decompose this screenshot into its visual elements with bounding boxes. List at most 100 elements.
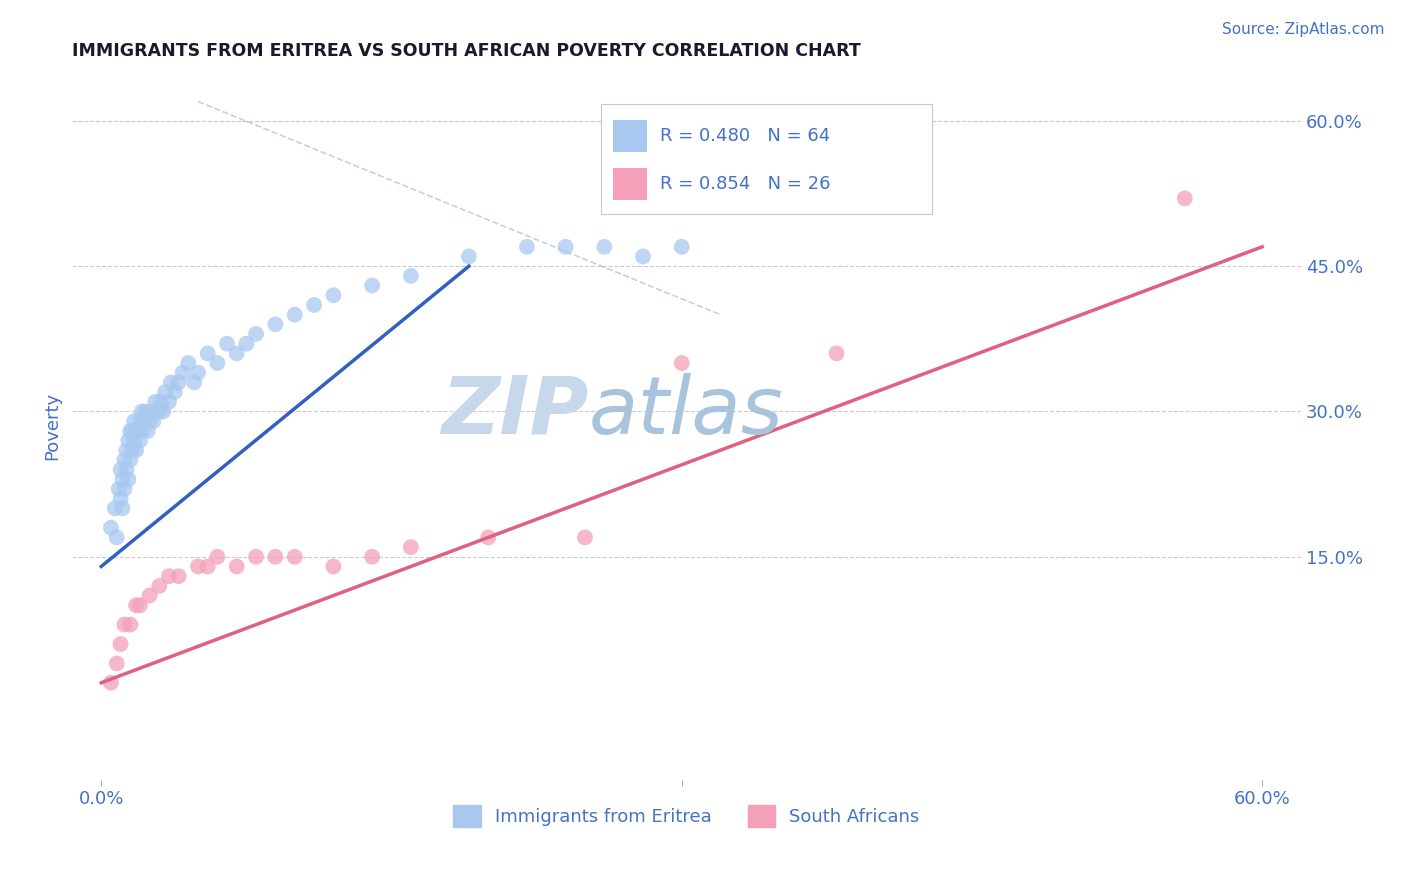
- Point: [150, 394, 173, 409]
- Point: [477, 530, 499, 544]
- Point: [111, 501, 134, 516]
- Point: [142, 414, 165, 428]
- Point: [117, 434, 139, 448]
- Point: [825, 346, 848, 360]
- Point: [225, 346, 247, 360]
- Point: [110, 491, 132, 506]
- Point: [125, 599, 148, 613]
- Point: [100, 675, 122, 690]
- Point: [235, 336, 257, 351]
- Point: [183, 376, 205, 390]
- Point: [245, 326, 267, 341]
- Point: [111, 472, 134, 486]
- Point: [160, 376, 183, 390]
- Point: [399, 268, 422, 283]
- Point: [177, 356, 200, 370]
- Point: [264, 318, 287, 332]
- Point: [120, 453, 142, 467]
- Point: [554, 240, 576, 254]
- Point: [131, 424, 153, 438]
- Text: R = 0.854   N = 26: R = 0.854 N = 26: [659, 175, 830, 194]
- Text: IMMIGRANTS FROM ERITREA VS SOUTH AFRICAN POVERTY CORRELATION CHART: IMMIGRANTS FROM ERITREA VS SOUTH AFRICAN…: [72, 42, 860, 60]
- Point: [105, 657, 128, 671]
- Point: [127, 424, 149, 438]
- Point: [100, 521, 122, 535]
- Point: [121, 424, 143, 438]
- Point: [110, 462, 132, 476]
- Point: [120, 617, 142, 632]
- Point: [284, 549, 307, 564]
- Text: ZIP: ZIP: [441, 373, 588, 450]
- Point: [399, 540, 422, 554]
- Point: [516, 240, 538, 254]
- Point: [148, 404, 170, 418]
- Point: [138, 414, 160, 428]
- Point: [148, 579, 170, 593]
- Point: [187, 366, 209, 380]
- Point: [157, 569, 180, 583]
- Point: [129, 434, 152, 448]
- Point: [215, 336, 238, 351]
- Point: [145, 394, 167, 409]
- Point: [207, 356, 229, 370]
- Point: [120, 424, 142, 438]
- Point: [264, 549, 287, 564]
- Point: [131, 404, 153, 418]
- Point: [117, 472, 139, 486]
- Point: [138, 589, 160, 603]
- Point: [129, 599, 152, 613]
- Point: [457, 250, 479, 264]
- Point: [135, 404, 157, 418]
- Point: [105, 530, 128, 544]
- Point: [207, 549, 229, 564]
- Point: [136, 424, 159, 438]
- FancyBboxPatch shape: [613, 120, 647, 152]
- Point: [115, 443, 138, 458]
- Point: [187, 559, 209, 574]
- Point: [631, 250, 654, 264]
- Point: [245, 549, 267, 564]
- Point: [141, 404, 163, 418]
- Point: [361, 278, 384, 293]
- Point: [671, 356, 693, 370]
- Point: [361, 549, 384, 564]
- Point: [197, 559, 219, 574]
- Text: R = 0.480   N = 64: R = 0.480 N = 64: [659, 127, 830, 145]
- Point: [115, 462, 138, 476]
- Point: [593, 240, 616, 254]
- Point: [152, 404, 174, 418]
- Point: [284, 308, 307, 322]
- Point: [122, 414, 145, 428]
- Point: [121, 443, 143, 458]
- Point: [163, 385, 186, 400]
- Y-axis label: Poverty: Poverty: [44, 392, 60, 460]
- Point: [157, 394, 180, 409]
- Point: [322, 288, 344, 302]
- Point: [302, 298, 325, 312]
- Point: [104, 501, 127, 516]
- Point: [153, 385, 176, 400]
- Point: [167, 569, 190, 583]
- Text: atlas: atlas: [588, 373, 783, 450]
- FancyBboxPatch shape: [600, 104, 932, 214]
- Point: [114, 617, 136, 632]
- Point: [125, 443, 148, 458]
- Point: [172, 366, 194, 380]
- Point: [114, 453, 136, 467]
- FancyBboxPatch shape: [613, 168, 647, 200]
- Point: [322, 559, 344, 574]
- Point: [167, 376, 190, 390]
- Point: [1174, 191, 1197, 205]
- Point: [110, 637, 132, 651]
- Point: [671, 240, 693, 254]
- Point: [197, 346, 219, 360]
- Point: [122, 434, 145, 448]
- Point: [114, 482, 136, 496]
- Point: [132, 414, 155, 428]
- Point: [225, 559, 247, 574]
- Point: [574, 530, 596, 544]
- Point: [125, 424, 148, 438]
- Point: [107, 482, 129, 496]
- Text: Source: ZipAtlas.com: Source: ZipAtlas.com: [1222, 22, 1385, 37]
- Legend: Immigrants from Eritrea, South Africans: Immigrants from Eritrea, South Africans: [446, 797, 927, 834]
